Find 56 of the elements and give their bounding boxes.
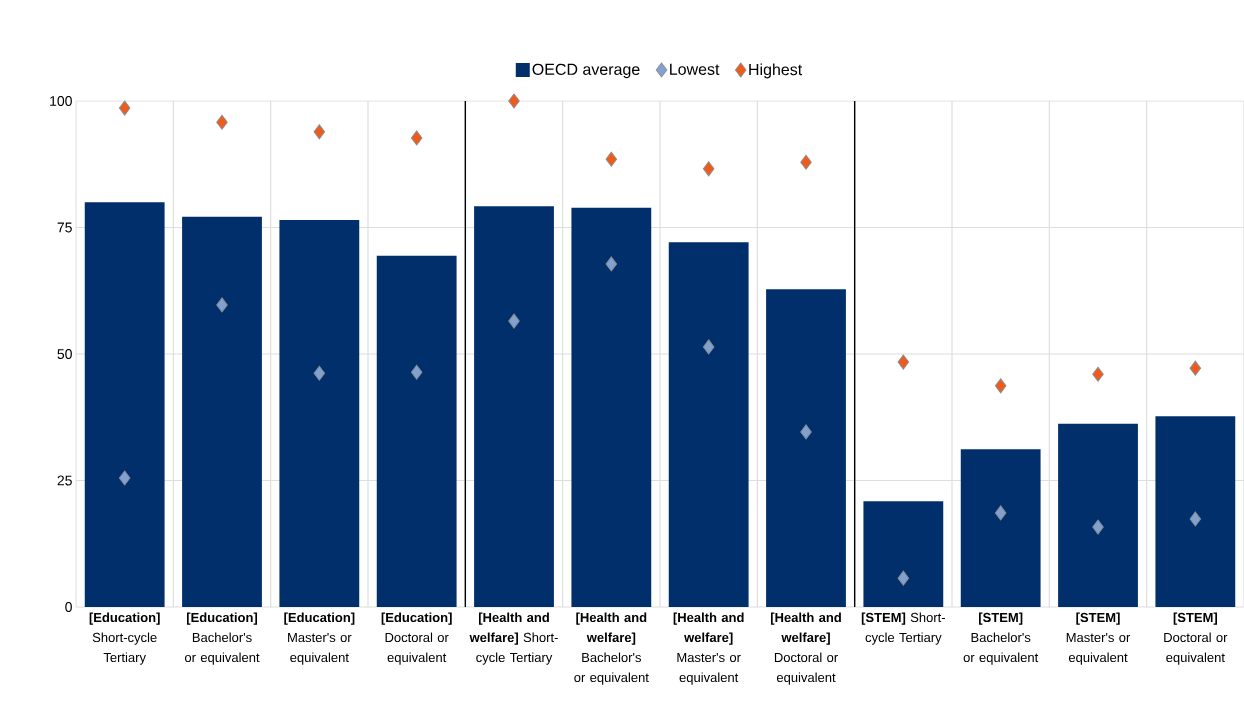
y-tick-label: 75: [57, 222, 72, 233]
legend-label: Highest: [749, 63, 803, 79]
bar: [571, 207, 652, 607]
x-tick-label: [STEM] Doctoral or equivalent: [1164, 612, 1228, 665]
point: [1189, 511, 1202, 527]
x-tick-label: [Health and welfare] Bachelor's or equivalent: [574, 612, 649, 685]
bar: [279, 219, 360, 607]
point: [994, 378, 1007, 394]
point: [994, 505, 1007, 521]
point: [897, 354, 910, 370]
point: [118, 470, 131, 486]
y-tick-label: 100: [50, 96, 72, 106]
point: [605, 151, 618, 167]
bar: [474, 206, 554, 607]
x-tick-label: [Health and welfare] Master's or equivalent: [673, 612, 744, 685]
point: [702, 339, 715, 355]
legend-label: Lowest: [670, 63, 720, 75]
bar: [960, 449, 1041, 607]
point: [313, 124, 326, 140]
x-tick-label: [Health and welfare] Doctoral or equivalent: [770, 612, 841, 685]
y-tick-label: 50: [57, 349, 72, 359]
x-tick-label: [STEM] Bachelor's or equivalent: [963, 612, 1039, 665]
point: [1189, 360, 1202, 376]
point: [410, 130, 423, 146]
y-tick-label: 0: [65, 602, 72, 612]
x-tick-label: [Education] Short-cycle Tertiary: [89, 612, 160, 665]
x-tick-label: [STEM] Master's or equivalent: [1066, 612, 1131, 665]
bar: [182, 216, 262, 607]
point: [605, 256, 618, 272]
point: [702, 161, 715, 177]
point: [1092, 519, 1104, 535]
bar: [863, 501, 944, 607]
point: [508, 313, 520, 329]
bar: [766, 289, 846, 607]
point: [216, 297, 228, 313]
point: [897, 570, 910, 586]
y-tick-label: 25: [57, 475, 72, 486]
point: [118, 100, 131, 116]
bar: [84, 202, 165, 607]
x-tick-label: [Education] Doctoral or equivalent: [381, 612, 452, 665]
point: [410, 364, 423, 380]
point: [800, 424, 812, 440]
point: [1092, 366, 1104, 382]
point: [800, 154, 812, 170]
point: [313, 365, 326, 381]
legend-label: OECD average: [532, 63, 640, 79]
bar: [1155, 416, 1236, 607]
x-tick-label: [STEM] Short-cycle Tertiary: [861, 612, 946, 645]
bar: [376, 255, 457, 607]
x-tick-label: [Health and welfare] Short-cycle Tertiary: [469, 612, 558, 665]
x-tick-label: [Education] Bachelor's or equivalent: [184, 612, 260, 665]
x-tick-label: [Education] Master's or equivalent: [284, 612, 355, 665]
point: [216, 114, 228, 130]
bar: [1058, 423, 1138, 607]
point: [508, 93, 520, 109]
bar: [668, 242, 749, 607]
